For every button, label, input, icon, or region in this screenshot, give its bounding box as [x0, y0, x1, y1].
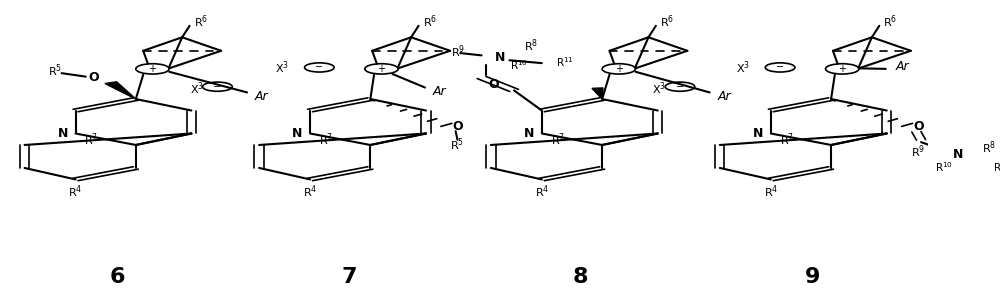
Text: +: +: [377, 64, 385, 74]
Text: N: N: [753, 127, 763, 140]
Text: R$^{11}$: R$^{11}$: [993, 160, 1000, 174]
Text: O: O: [89, 71, 99, 84]
Text: R$^{10}$: R$^{10}$: [935, 160, 953, 174]
Text: +: +: [148, 64, 156, 74]
Text: R$^{10}$: R$^{10}$: [510, 58, 528, 72]
Text: O: O: [488, 78, 499, 91]
Text: R$^6$: R$^6$: [423, 13, 437, 30]
Text: R$^8$: R$^8$: [524, 38, 538, 54]
Polygon shape: [105, 82, 136, 99]
Text: N: N: [495, 51, 505, 64]
Text: Ar: Ar: [433, 85, 447, 98]
Text: R$^4$: R$^4$: [303, 183, 317, 200]
Text: Ar: Ar: [255, 90, 269, 103]
Text: 9: 9: [805, 267, 820, 287]
Text: R$^9$: R$^9$: [911, 143, 925, 160]
Text: N: N: [57, 127, 68, 140]
Text: R$^4$: R$^4$: [535, 183, 549, 200]
Text: −: −: [315, 63, 323, 72]
Text: R$^7$: R$^7$: [780, 131, 794, 148]
Text: N: N: [524, 127, 534, 140]
Text: −: −: [676, 82, 684, 92]
Polygon shape: [592, 88, 603, 99]
Text: +: +: [615, 64, 623, 74]
Text: R$^9$: R$^9$: [451, 43, 466, 60]
Text: X$^3$: X$^3$: [652, 81, 666, 97]
Text: Ar: Ar: [896, 59, 909, 72]
Text: O: O: [452, 120, 463, 133]
Text: R$^6$: R$^6$: [883, 13, 898, 30]
Text: O: O: [913, 120, 924, 133]
Text: R$^6$: R$^6$: [194, 13, 208, 30]
Text: N: N: [292, 127, 302, 140]
Text: +: +: [838, 64, 846, 74]
Text: 8: 8: [573, 267, 589, 287]
Text: 7: 7: [341, 267, 357, 287]
Text: R$^7$: R$^7$: [551, 131, 565, 148]
Text: R$^7$: R$^7$: [319, 131, 333, 148]
Text: N: N: [953, 148, 963, 161]
Text: R$^7$: R$^7$: [84, 131, 98, 148]
Text: R$^4$: R$^4$: [764, 183, 778, 200]
Text: R$^{11}$: R$^{11}$: [556, 55, 574, 69]
Text: X$^3$: X$^3$: [190, 81, 204, 97]
Text: X$^3$: X$^3$: [736, 59, 750, 76]
Text: Ar: Ar: [718, 90, 731, 103]
Text: R$^4$: R$^4$: [68, 183, 83, 200]
Text: 6: 6: [110, 267, 125, 287]
Text: R$^5$: R$^5$: [48, 63, 62, 79]
Text: R$^5$: R$^5$: [450, 137, 465, 153]
Text: −: −: [776, 63, 784, 72]
Text: −: −: [213, 82, 221, 92]
Text: X$^3$: X$^3$: [275, 59, 289, 76]
Text: R$^8$: R$^8$: [982, 140, 996, 156]
Text: R$^6$: R$^6$: [660, 13, 674, 30]
